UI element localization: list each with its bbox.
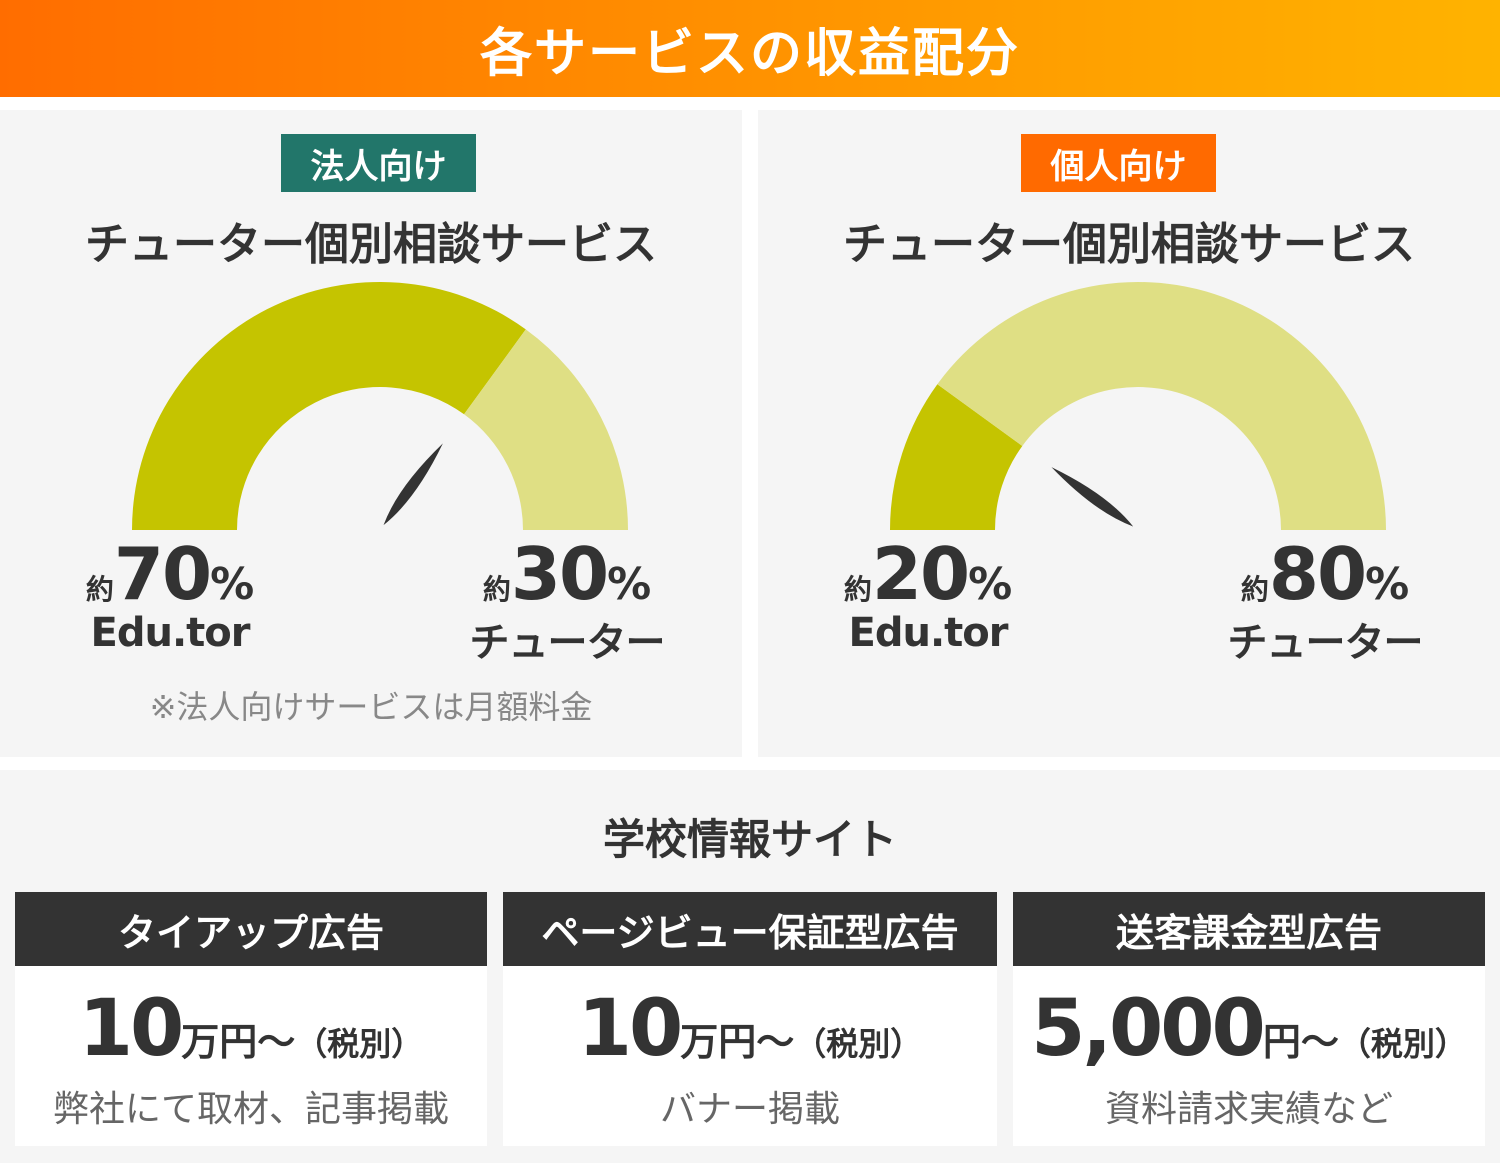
ad-card-description: バナー掲載 — [659, 1089, 840, 1130]
percent-sign: % — [1365, 559, 1410, 610]
individual-edutor-share: 約20% Edu.tor — [828, 538, 1028, 656]
ad-card-referral: 送客課金型広告 5,000円〜（税別） 資料請求実績など — [1013, 892, 1485, 1146]
corporate-gauge-tutor-segment — [464, 329, 628, 530]
individual-gauge-needle — [1051, 467, 1134, 527]
ad-card-price: 10万円〜（税別） — [503, 990, 997, 1068]
ad-card-description: 資料請求実績など — [1104, 1089, 1393, 1130]
tax-note: （税別） — [794, 1025, 923, 1063]
approx-label: 約 — [1240, 573, 1269, 606]
share-recipient-label: Edu.tor — [90, 610, 251, 656]
percent-sign: % — [968, 559, 1013, 610]
price-unit: 万円〜 — [181, 1020, 296, 1064]
price-unit: 円〜 — [1262, 1020, 1339, 1064]
corporate-panel: 法人向け チューター個別相談サービス 約70% Edu.tor 約30% チュー… — [0, 110, 742, 757]
corporate-gauge — [132, 282, 628, 530]
individual-panel: 個人向け チューター個別相談サービス 約20% Edu.tor 約80% チュー… — [758, 110, 1500, 757]
percent-sign: % — [607, 559, 652, 610]
corporate-service-title: チューター個別相談サービス — [85, 219, 657, 270]
share-recipient-label: チューター — [1227, 620, 1424, 666]
ad-card-price: 5,000円〜（税別） — [1013, 990, 1485, 1068]
corporate-pricing-note: ※法人向けサービスは月額料金 — [149, 688, 593, 726]
price-number: 10 — [78, 984, 185, 1074]
individual-gauge — [890, 282, 1386, 530]
corporate-gauge-needle — [383, 443, 443, 526]
tax-note: （税別） — [1338, 1025, 1467, 1063]
tax-note: （税別） — [295, 1025, 424, 1063]
individual-gauge-tutor-segment — [937, 282, 1386, 530]
price-unit: 万円〜 — [680, 1020, 795, 1064]
corporate-edutor-share: 約70% Edu.tor — [70, 538, 270, 656]
corporate-tutor-share: 約30% チューター — [462, 538, 672, 668]
ad-card-price: 10万円〜（税別） — [15, 990, 487, 1068]
approx-label: 約 — [85, 573, 114, 606]
corporate-gauge-edutor-segment — [132, 282, 526, 530]
share-recipient-label: Edu.tor — [848, 610, 1009, 656]
individual-badge: 個人向け — [1021, 134, 1216, 192]
share-number: 80 — [1268, 532, 1367, 616]
ad-card-pageview: ページビュー保証型広告 10万円〜（税別） バナー掲載 — [503, 892, 997, 1146]
ad-card-title: タイアップ広告 — [15, 892, 487, 966]
ad-card-title: 送客課金型広告 — [1013, 892, 1485, 966]
share-number: 30 — [510, 532, 609, 616]
price-number: 5,000 — [1031, 984, 1266, 1074]
share-number: 70 — [113, 532, 212, 616]
ad-card-tieup: タイアップ広告 10万円〜（税別） 弊社にて取材、記事掲載 — [15, 892, 487, 1146]
ad-card-title: ページビュー保証型広告 — [503, 892, 997, 966]
individual-tutor-share: 約80% チューター — [1220, 538, 1430, 668]
school-info-section: 学校情報サイト タイアップ広告 10万円〜（税別） 弊社にて取材、記事掲載 ペー… — [0, 770, 1500, 1163]
percent-sign: % — [210, 559, 255, 610]
ad-card-description: 弊社にて取材、記事掲載 — [52, 1089, 449, 1130]
share-number: 20 — [871, 532, 970, 616]
individual-service-title: チューター個別相談サービス — [843, 219, 1415, 270]
page-title: 各サービスの収益配分 — [479, 24, 1020, 84]
approx-label: 約 — [482, 573, 511, 606]
price-number: 10 — [577, 984, 684, 1074]
corporate-badge: 法人向け — [281, 134, 476, 192]
share-recipient-label: チューター — [469, 620, 666, 666]
individual-gauge-edutor-segment — [890, 384, 1023, 530]
approx-label: 約 — [843, 573, 872, 606]
header-banner: 各サービスの収益配分 — [0, 0, 1500, 97]
school-section-title: 学校情報サイト — [602, 815, 897, 864]
